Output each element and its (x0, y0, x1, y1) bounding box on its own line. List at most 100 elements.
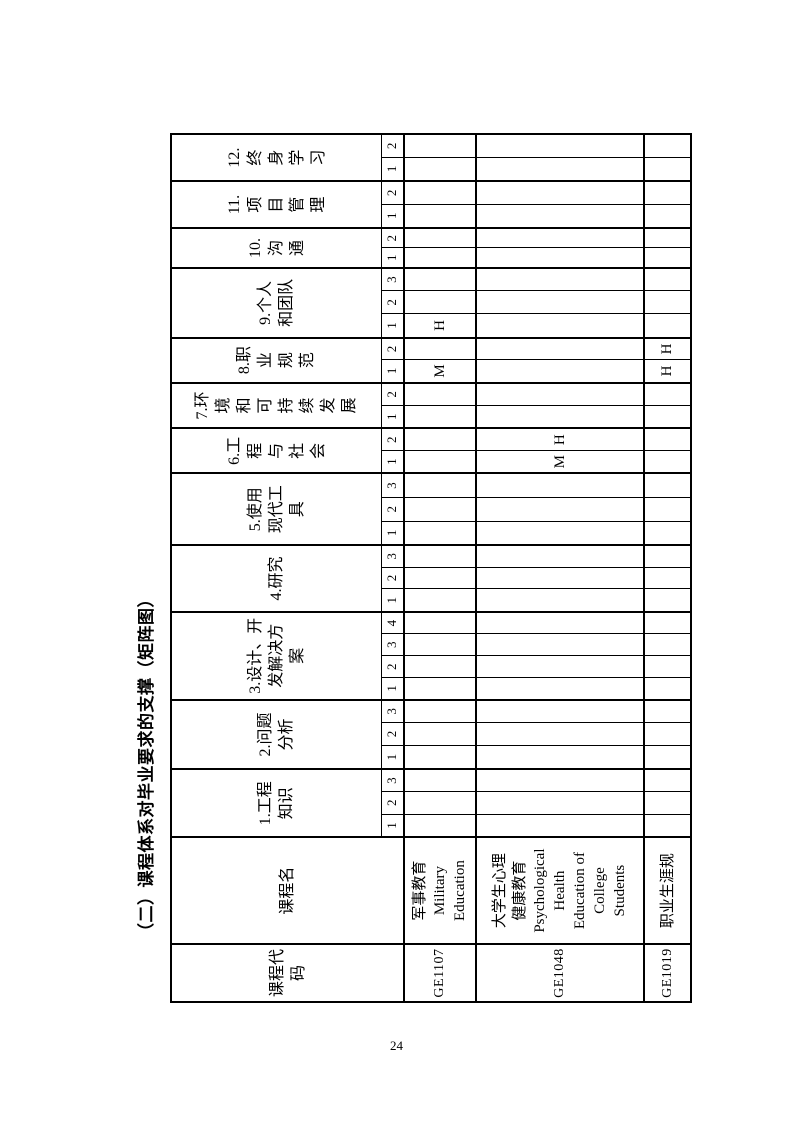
mark-cell (404, 337, 476, 360)
mark-cell (476, 134, 644, 158)
mark-cell (404, 450, 476, 474)
mark-cell (644, 157, 691, 182)
mark-cell (476, 247, 644, 268)
sub-index-cell: 1 (381, 588, 404, 612)
sub-index-cell: 2 (381, 791, 404, 815)
course-name-cell: 军事教育 Military Education (404, 837, 476, 945)
requirement-header: 5.使用 现代工 具 (171, 473, 381, 546)
sub-index-cell: 2 (381, 134, 404, 158)
mark-cell (644, 181, 691, 205)
sub-index-cell: 2 (381, 655, 404, 678)
mark-cell (476, 745, 644, 770)
mark-cell (644, 450, 691, 474)
mark-cell (476, 359, 644, 383)
mark-cell (404, 228, 476, 248)
mark-cell (404, 588, 476, 612)
mark-cell (404, 655, 476, 678)
mark-cell (476, 814, 644, 838)
mark-cell (476, 204, 644, 229)
mark-cell (476, 473, 644, 498)
mark-cell (404, 745, 476, 770)
course-name-cell: 职业生涯规 (644, 837, 691, 945)
mark-cell (476, 405, 644, 429)
mark-cell (476, 497, 644, 522)
mark-cell (404, 428, 476, 451)
mark-cell (476, 337, 644, 360)
mark-cell (476, 655, 644, 678)
mark-cell (404, 633, 476, 656)
mark-cell (476, 791, 644, 815)
requirement-header: 3.设计、开 发解决方 案 (171, 611, 381, 700)
mark-cell (644, 677, 691, 700)
mark-cell (644, 405, 691, 429)
mark-cell (404, 181, 476, 205)
mark-cell (644, 134, 691, 158)
sub-index-cell: 3 (381, 769, 404, 792)
mark-cell (476, 699, 644, 723)
course-name-cell: 大学生心理 健康教育 Psychological Health Educatio… (476, 837, 644, 945)
mark-cell (476, 313, 644, 338)
sub-index-cell: 1 (381, 204, 404, 229)
mark-cell: M (476, 450, 644, 474)
mark-cell (476, 545, 644, 568)
course-code-header: 课程代 码 (171, 944, 404, 1002)
mark-cell: M (404, 359, 476, 383)
mark-cell (476, 633, 644, 656)
mark-cell (644, 313, 691, 338)
mark-cell (476, 181, 644, 205)
mark-cell (404, 290, 476, 314)
mark-cell (404, 267, 476, 291)
mark-cell (404, 204, 476, 229)
mark-cell (644, 428, 691, 451)
mark-cell (404, 677, 476, 700)
mark-cell (404, 722, 476, 746)
sub-index-cell: 2 (381, 382, 404, 406)
sub-index-cell: 2 (381, 567, 404, 589)
mark-cell (476, 722, 644, 746)
sub-index-cell: 1 (381, 247, 404, 268)
sub-index-cell: 1 (381, 359, 404, 383)
mark-cell (404, 134, 476, 158)
sub-index-cell: 2 (381, 290, 404, 314)
mark-cell (644, 267, 691, 291)
mark-cell (404, 545, 476, 568)
sub-index-cell: 1 (381, 313, 404, 338)
mark-cell (404, 473, 476, 498)
mark-cell (644, 567, 691, 589)
mark-cell (404, 247, 476, 268)
mark-cell (644, 382, 691, 406)
course-row: GE1107 军事教育 Military Education M H (404, 134, 476, 1002)
requirement-header: 10. 沟 通 (171, 228, 381, 268)
mark-cell (476, 157, 644, 182)
mark-cell (476, 677, 644, 700)
sub-index-cell: 3 (381, 633, 404, 656)
mark-cell (404, 567, 476, 589)
course-code-cell: GE1019 (644, 944, 691, 1002)
mark-cell (404, 791, 476, 815)
mark-cell (404, 157, 476, 182)
mark-cell (644, 722, 691, 746)
course-name-header: 课程名 (171, 837, 404, 945)
requirement-header: 1.工程 知识 (171, 769, 381, 838)
mark-cell (644, 699, 691, 723)
mark-cell (404, 497, 476, 522)
requirement-header: 11. 项 目 管 理 (171, 181, 381, 229)
sub-index-cell: 2 (381, 337, 404, 360)
header-row: 课程代 码课程名 1.工程 知识 2.问题 分析 3.设计、开 发解决方 案 4.研究 5… (171, 134, 404, 1002)
mark-cell (644, 791, 691, 815)
mark-cell (644, 655, 691, 678)
course-code-cell: GE1107 (404, 944, 476, 1002)
mark-cell (404, 814, 476, 838)
requirement-header: 7.环 境 和 可 持 续 发 展 (171, 382, 381, 429)
mark-cell (404, 769, 476, 792)
sub-index-cell: 1 (381, 405, 404, 429)
sub-index-cell: 1 (381, 745, 404, 770)
mark-cell (644, 247, 691, 268)
mark-cell (404, 699, 476, 723)
mark-cell (476, 267, 644, 291)
mark-cell (476, 769, 644, 792)
mark-cell (644, 473, 691, 498)
mark-cell: H (476, 428, 644, 451)
curriculum-matrix-table: 课程代 码课程名 1.工程 知识 2.问题 分析 3.设计、开 发解决方 案 4.研究 5… (170, 133, 692, 1003)
mark-cell: H (404, 313, 476, 338)
